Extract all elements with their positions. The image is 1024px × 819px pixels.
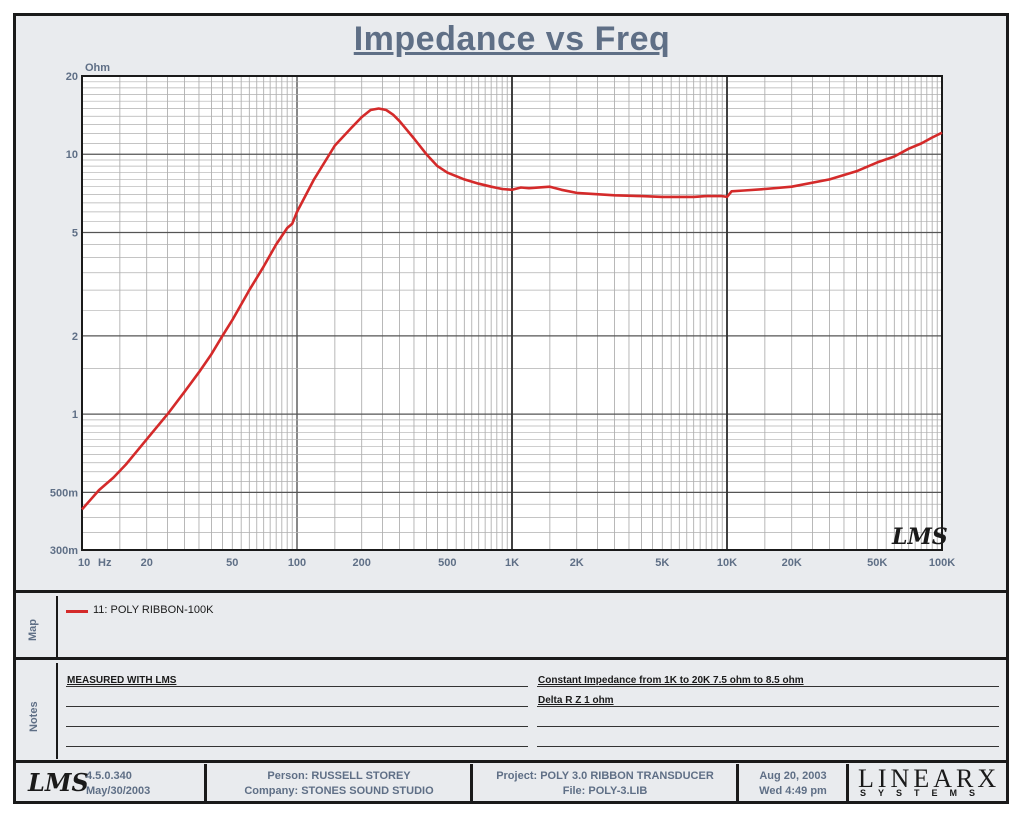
footer-divider xyxy=(470,764,473,802)
x-tick-label: 5K xyxy=(655,557,669,569)
y-tick-label: 5 xyxy=(72,227,78,239)
x-tick-label: 20K xyxy=(782,557,802,569)
project-block: Project: POLY 3.0 RIBBON TRANSDUCER File… xyxy=(474,769,736,799)
x-tick-label: 1K xyxy=(505,557,519,569)
linearx-logo: LINEARX xyxy=(858,764,1001,793)
x-tick-label: 20 xyxy=(141,557,153,569)
x-tick-label: 200 xyxy=(353,557,371,569)
chart-title: Impedance vs Freq xyxy=(353,20,671,58)
version-block: 4.5.0.340 May/30/2003 xyxy=(86,769,176,799)
y-axis-label: Ohm xyxy=(85,62,110,74)
note-left-1: MEASURED WITH LMS xyxy=(67,675,177,686)
y-tick-label: 300m xyxy=(50,545,78,557)
map-label: Map xyxy=(27,619,39,641)
impedance-chart: 10 20 50 100 200 500 1K 2K 5K 10K 20K 50K 100K 20 10 5 2… xyxy=(50,62,955,569)
note-rule xyxy=(537,746,999,747)
x-tick-label: 50K xyxy=(867,557,887,569)
separator-footer xyxy=(16,760,1007,763)
x-tick-label: 2K xyxy=(570,557,584,569)
map-divider xyxy=(56,596,58,658)
footer-divider xyxy=(846,764,849,802)
x-tick-label: 10K xyxy=(717,557,737,569)
person-block: Person: RUSSELL STOREY Company: STONES S… xyxy=(208,769,470,799)
linearx-systems: SYSTEMS xyxy=(860,788,988,798)
x-axis-label: Hz xyxy=(98,557,112,569)
note-rule xyxy=(66,686,528,687)
person-name: Person: RUSSELL STOREY xyxy=(267,770,411,782)
y-tick-label: 500m xyxy=(50,487,78,499)
notes-divider xyxy=(56,663,58,759)
note-rule xyxy=(66,726,528,727)
footer-divider xyxy=(204,764,207,802)
y-tick-label: 2 xyxy=(72,331,78,343)
legend-swatch xyxy=(66,610,88,613)
x-tick-label: 500 xyxy=(438,557,456,569)
date-block: Aug 20, 2003 Wed 4:49 pm xyxy=(740,769,846,799)
note-right-1: Constant Impedance from 1K to 20K 7.5 oh… xyxy=(538,675,804,686)
y-tick-label: 1 xyxy=(72,409,78,421)
chart-series xyxy=(81,107,943,511)
x-tick-label: 100K xyxy=(929,557,955,569)
measure-date: Aug 20, 2003 xyxy=(759,770,827,782)
y-tick-label: 20 xyxy=(66,71,78,83)
plot-border xyxy=(81,75,943,551)
x-tick-label: 100 xyxy=(288,557,306,569)
chart-grid xyxy=(82,76,942,550)
note-rule xyxy=(537,726,999,727)
chart-ticks: 10 20 50 100 200 500 1K 2K 5K 10K 20K 50K 100K 20 10 5 2… xyxy=(50,71,955,569)
footer-divider xyxy=(736,764,739,802)
x-tick-label: 50 xyxy=(226,557,238,569)
legend-entry: 11: POLY RIBBON-100K xyxy=(93,604,214,616)
series-line-poly-ribbon xyxy=(81,107,943,511)
version-date: May/30/2003 xyxy=(86,785,151,797)
lms-watermark: LMS xyxy=(891,524,948,550)
measure-time: Wed 4:49 pm xyxy=(759,785,827,797)
project-name: Project: POLY 3.0 RIBBON TRANSDUCER xyxy=(496,770,714,782)
note-right-2: Delta R Z 1 ohm xyxy=(538,695,614,706)
note-rule xyxy=(66,706,528,707)
lms-logo: LMS xyxy=(28,768,89,797)
notes-label: Notes xyxy=(28,701,40,732)
note-rule xyxy=(66,746,528,747)
file-name: File: POLY-3.LIB xyxy=(562,785,648,797)
separator-map xyxy=(16,590,1007,593)
version-number: 4.5.0.340 xyxy=(86,770,132,782)
separator-notes xyxy=(16,657,1007,660)
x-tick-label: 10 xyxy=(78,557,90,569)
company-name: Company: STONES SOUND STUDIO xyxy=(244,785,434,797)
note-rule xyxy=(537,706,999,707)
y-tick-label: 10 xyxy=(66,149,78,161)
note-rule xyxy=(537,686,999,687)
